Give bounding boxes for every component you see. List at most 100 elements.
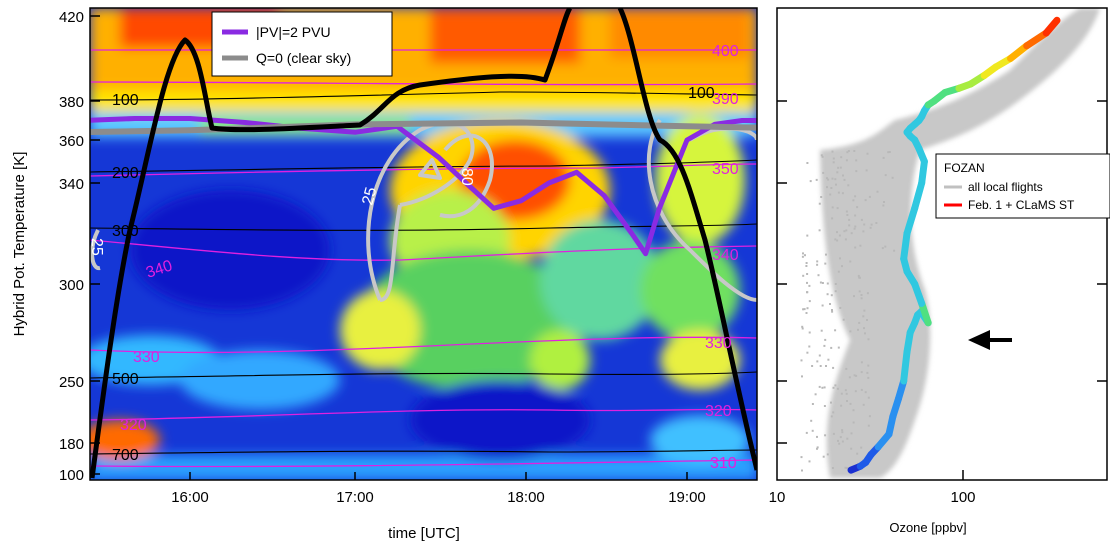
x-tick-1800: 18:00 <box>507 489 545 506</box>
theta-label-320-right: 320 <box>705 403 732 420</box>
all-flights-dot <box>882 156 885 159</box>
all-flights-dot <box>830 187 833 189</box>
all-flights-dot <box>862 230 865 233</box>
clear-sky-line <box>90 119 757 136</box>
all-flights-dot <box>801 327 804 330</box>
all-flights-dot <box>830 401 832 404</box>
all-flights-dot <box>808 331 811 334</box>
left-legend-box <box>211 11 393 77</box>
all-flights-dot <box>831 467 834 469</box>
all-flights-dot <box>822 171 825 174</box>
all-flights-dot <box>884 245 887 248</box>
all-flights-dot <box>827 358 830 361</box>
all-flights-dot <box>843 230 846 233</box>
left-x-axis: 16:00 17:00 18:00 19:00 <box>171 472 706 506</box>
y-tick-420: 420 <box>59 9 84 26</box>
all-flights-dot <box>863 327 865 330</box>
legend-label-q0: Q=0 (clear sky) <box>256 50 351 66</box>
all-flights-dot <box>816 263 819 266</box>
all-flights-dot <box>815 178 818 181</box>
all-flights-dot <box>816 446 819 449</box>
all-flights-dot <box>808 284 811 287</box>
right-legend: FOZAN all local flights Feb. 1 + CLaMS S… <box>935 153 1110 219</box>
right-legend-box <box>935 153 1110 219</box>
all-flights-dot <box>832 386 835 389</box>
all-flights-dot <box>806 351 809 354</box>
all-flights-dot <box>808 460 811 463</box>
all-flights-dot <box>805 312 808 314</box>
all-flights-dot <box>826 177 828 180</box>
all-flights-dot <box>826 186 828 189</box>
all-flights-dot <box>808 300 811 303</box>
left-x-axis-label: time [UTC] <box>388 525 460 542</box>
all-flights-dot <box>837 166 840 169</box>
all-flights-dot <box>858 276 861 279</box>
all-flights-dot <box>852 409 855 412</box>
theta-label-320-left: 320 <box>120 417 147 434</box>
all-flights-dot <box>816 260 819 263</box>
all-flights-dot <box>811 403 814 405</box>
all-flights-dot <box>836 207 839 210</box>
all-flights-dot <box>831 150 834 153</box>
gray-label-80: 80 <box>458 168 475 186</box>
all-flights-dot <box>867 376 870 379</box>
all-flights-dot <box>841 429 844 432</box>
all-flights-dot <box>841 192 844 195</box>
theta-label-350: 350 <box>712 161 739 178</box>
y-tick-300: 300 <box>59 277 84 294</box>
all-flights-dot <box>832 157 835 160</box>
all-flights-dot <box>852 199 855 202</box>
all-flights-dot <box>829 303 831 305</box>
all-flights-dot <box>854 214 857 217</box>
all-flights-dot <box>837 346 840 349</box>
legend-label-pv: |PV|=2 PVU <box>256 24 331 40</box>
theta-contour-340 <box>90 239 757 261</box>
all-flights-dot <box>818 229 821 232</box>
all-flights-dot <box>816 435 818 438</box>
all-flights-dot <box>836 387 839 390</box>
all-flights-dot <box>881 247 884 250</box>
ozone-series <box>847 16 1061 474</box>
all-flights-dot <box>831 177 834 180</box>
all-flights-dot <box>820 196 823 198</box>
pressure-contours <box>90 91 757 455</box>
all-flights-dot <box>818 202 821 205</box>
all-flights-dot <box>844 389 847 392</box>
all-flights-dot <box>811 365 814 367</box>
theta-label-340-right: 340 <box>712 247 739 264</box>
theta-contour-320 <box>90 408 757 421</box>
all-flights-dot <box>834 329 837 332</box>
all-flights-dot <box>836 171 839 174</box>
all-flights-dot <box>854 390 857 393</box>
all-flights-dot <box>838 234 841 237</box>
all-flights-dot <box>806 273 809 275</box>
all-flights-dot <box>839 166 842 169</box>
all-flights-dot <box>806 291 808 294</box>
all-flights-dot <box>854 246 857 249</box>
all-flights-dot <box>860 388 863 391</box>
all-flights-dot <box>825 253 827 256</box>
all-flights-dot <box>858 290 861 293</box>
all-flights-dot <box>820 154 823 157</box>
all-flights-dot <box>854 195 857 198</box>
all-flights-dot <box>814 393 817 396</box>
all-flights-dot <box>841 440 844 443</box>
all-flights-dot <box>866 319 868 321</box>
all-flights-dot <box>819 281 822 284</box>
all-flights-dot <box>831 309 833 311</box>
legend-label-all-flights: all local flights <box>968 180 1043 194</box>
left-y-axis: 100 180 250 300 340 360 380 420 <box>59 9 100 484</box>
all-flights-dot <box>876 190 879 193</box>
all-flights-dot <box>853 374 856 377</box>
all-flights-dot <box>841 265 843 268</box>
all-flights-dot <box>883 201 885 203</box>
theta-contour-350 <box>90 163 757 177</box>
all-flights-dot <box>809 180 812 183</box>
theta-contour-310 <box>90 459 757 468</box>
ozone-point <box>900 348 911 385</box>
all-flights-dot <box>863 223 866 226</box>
y-tick-360: 360 <box>59 133 84 150</box>
pressure-label-300: 300 <box>112 223 139 240</box>
pressure-contour-500 <box>90 371 757 379</box>
all-flights-dot <box>835 183 837 186</box>
